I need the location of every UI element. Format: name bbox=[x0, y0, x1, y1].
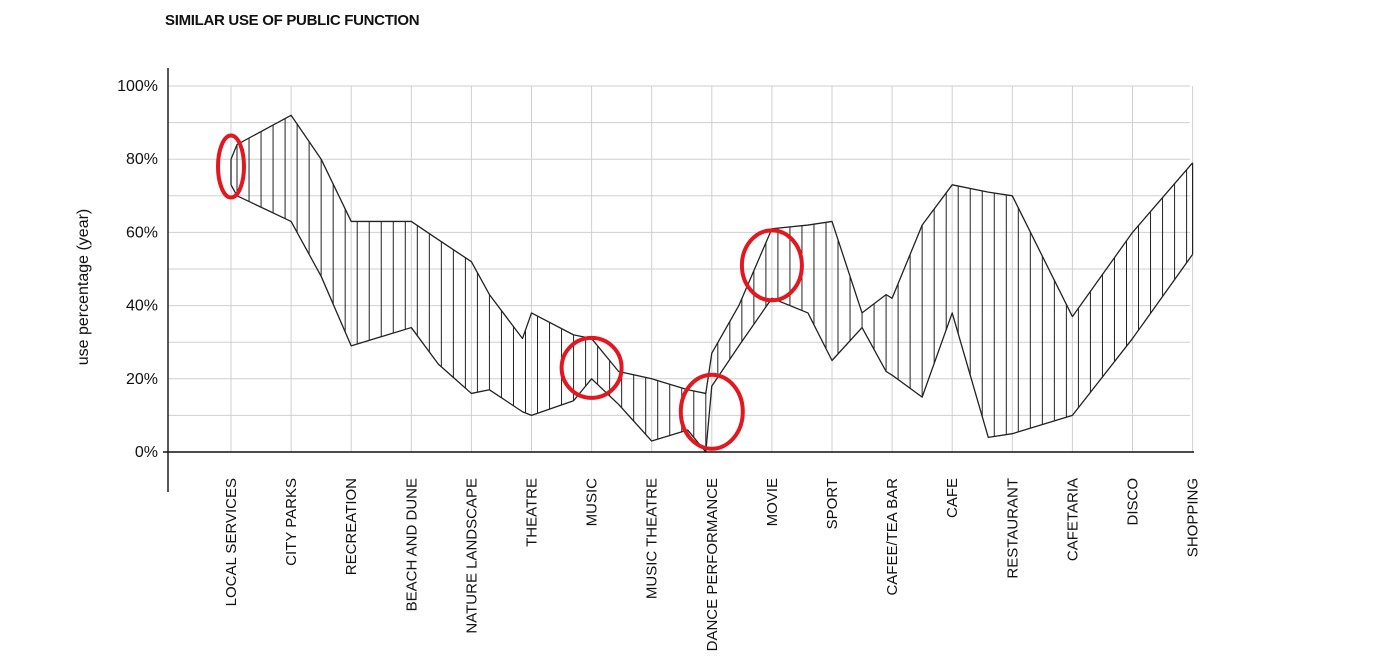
y-tick-label: 80% bbox=[126, 151, 158, 168]
x-tick-label: BEACH AND DUNE bbox=[403, 478, 420, 611]
x-tick-label: CAFEE/TEA BAR bbox=[884, 478, 901, 596]
x-tick-label: DANCE PERFORMANCE bbox=[704, 478, 721, 651]
x-tick-label: SPORT bbox=[824, 478, 841, 529]
x-tick-label: CAFE bbox=[944, 478, 961, 518]
x-tick-label: CITY PARKS bbox=[283, 478, 300, 566]
y-tick-label: 0% bbox=[135, 444, 158, 461]
highlight-marker bbox=[739, 228, 804, 303]
x-tick-label: THEATRE bbox=[524, 478, 541, 547]
x-tick-label: CAFETARIA bbox=[1064, 478, 1081, 561]
y-tick-label: 60% bbox=[126, 224, 158, 241]
y-tick-label: 40% bbox=[126, 298, 158, 315]
highlight-marker bbox=[678, 372, 745, 451]
x-tick-label: MUSIC THEATRE bbox=[644, 478, 661, 599]
x-tick-label: RESTAURANT bbox=[1004, 478, 1021, 579]
x-tick-label: LOCAL SERVICES bbox=[223, 478, 240, 606]
highlight-marker bbox=[559, 335, 624, 400]
x-tick-label: RECREATION bbox=[343, 478, 360, 575]
x-tick-label: NATURE LANDSCAPE bbox=[463, 478, 480, 634]
y-axis-label: use percentage (year) bbox=[75, 209, 92, 366]
chart-title: SIMILAR USE OF PUBLIC FUNCTION bbox=[165, 12, 420, 29]
y-tick-label: 20% bbox=[126, 371, 158, 388]
lower-series-line bbox=[230, 184, 1194, 453]
x-tick-label: MUSIC bbox=[584, 478, 601, 527]
y-tick-label: 100% bbox=[117, 78, 158, 95]
highlight-marker bbox=[216, 133, 246, 200]
x-tick-label: SHOPPING bbox=[1185, 478, 1202, 557]
x-tick-label: MOVIE bbox=[764, 478, 781, 526]
x-tick-label: DISCO bbox=[1125, 478, 1142, 526]
